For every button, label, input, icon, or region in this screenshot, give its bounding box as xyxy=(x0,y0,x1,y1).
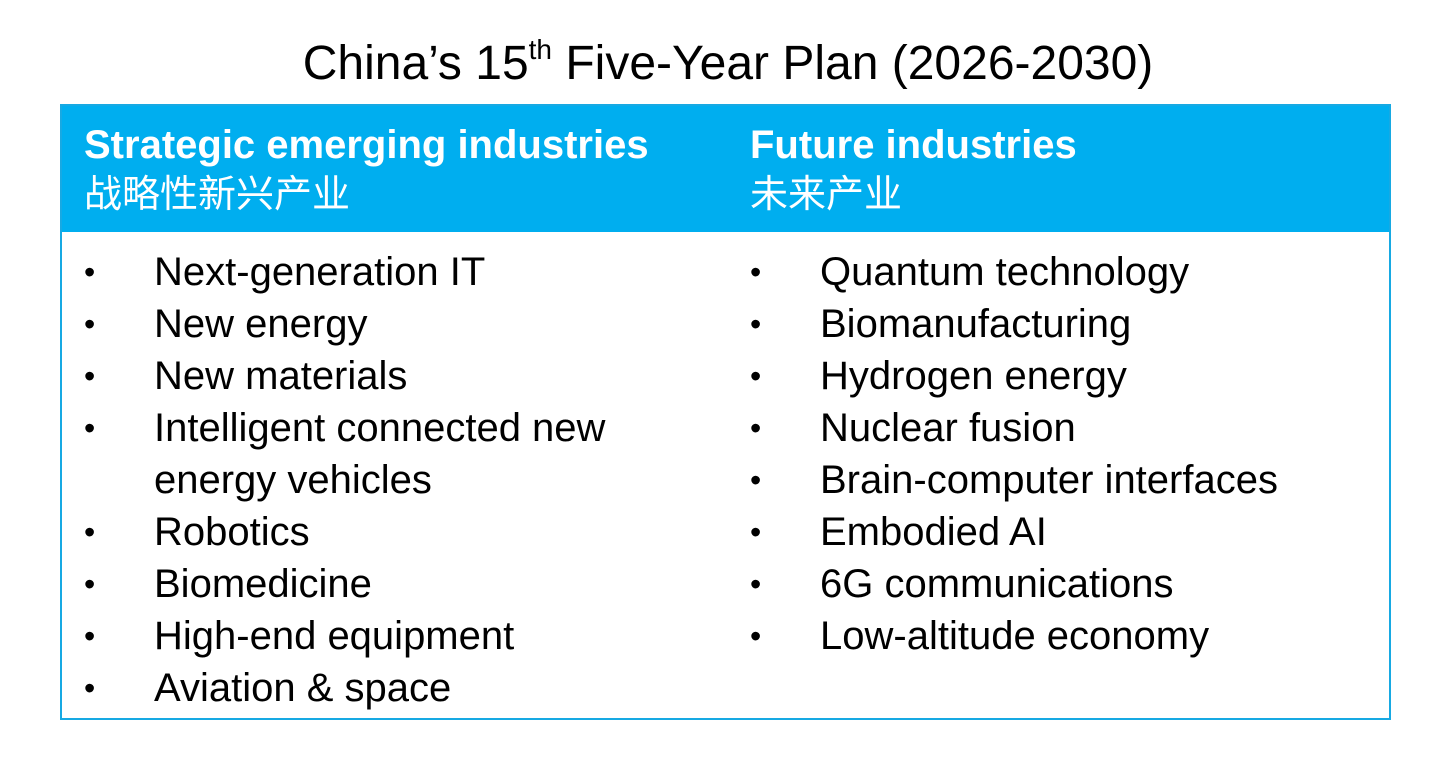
list-item: • Embodied AI xyxy=(750,506,1370,558)
bullet-icon: • xyxy=(84,670,96,706)
list-item-text: 6G communications xyxy=(820,562,1174,606)
header-strategic-emerging: Strategic emerging industries 战略性新兴产业 xyxy=(84,122,649,220)
bullet-icon: • xyxy=(84,618,96,654)
header-future: Future industries 未来产业 xyxy=(750,122,1077,220)
header-left-english: Strategic emerging industries xyxy=(84,123,649,167)
title-superscript: th xyxy=(528,34,553,65)
bullet-icon: • xyxy=(750,566,762,602)
bullet-icon: • xyxy=(750,306,762,342)
list-item: • Aviation & space xyxy=(84,662,724,714)
title-prefix: China’s 15 xyxy=(302,37,529,90)
bullet-icon: • xyxy=(750,462,762,498)
industries-table: Strategic emerging industries 战略性新兴产业 Fu… xyxy=(60,104,1391,720)
list-item: • Low-altitude economy xyxy=(750,610,1370,662)
list-item-text: Intelligent connected new energy vehicle… xyxy=(154,406,606,502)
list-item-text: High-end equipment xyxy=(154,614,515,658)
list-item-text: Next-generation IT xyxy=(154,250,486,294)
list-item-text: Brain-computer interfaces xyxy=(820,458,1278,502)
bullet-icon: • xyxy=(84,306,96,342)
list-item: • Hydrogen energy xyxy=(750,350,1370,402)
list-item-text: Biomanufacturing xyxy=(820,302,1132,346)
title-suffix: Five-Year Plan (2026-2030) xyxy=(552,37,1154,90)
list-item-text: Hydrogen energy xyxy=(820,354,1127,398)
header-right-english: Future industries xyxy=(750,123,1077,167)
bullet-icon: • xyxy=(750,358,762,394)
bullet-icon: • xyxy=(750,254,762,290)
list-item-text: Low-altitude economy xyxy=(820,614,1210,658)
list-item-text: Nuclear fusion xyxy=(820,406,1076,450)
bullet-icon: • xyxy=(84,566,96,602)
list-item-text: Quantum technology xyxy=(820,250,1190,294)
bullet-icon: • xyxy=(84,514,96,550)
list-item: • Nuclear fusion xyxy=(750,402,1370,454)
list-item: • Robotics xyxy=(84,506,724,558)
list-item-text: Biomedicine xyxy=(154,562,372,606)
list-item: • High-end equipment xyxy=(84,610,724,662)
header-left-chinese: 战略性新兴产业 xyxy=(84,172,351,216)
bullet-icon: • xyxy=(750,514,762,550)
bullet-icon: • xyxy=(84,358,96,394)
table-header: Strategic emerging industries 战略性新兴产业 Fu… xyxy=(62,106,1389,232)
list-item: • 6G communications xyxy=(750,558,1370,610)
list-item: • Biomanufacturing xyxy=(750,298,1370,350)
page-title: China’s 15th Five-Year Plan (2026-2030) xyxy=(0,32,1456,102)
list-item: • New materials xyxy=(84,350,724,402)
list-item: • Quantum technology xyxy=(750,246,1370,298)
bullet-icon: • xyxy=(84,254,96,290)
list-item-text: Aviation & space xyxy=(154,666,452,710)
bullet-icon: • xyxy=(750,410,762,446)
list-item: • New energy xyxy=(84,298,724,350)
list-item: • Biomedicine xyxy=(84,558,724,610)
bullet-icon: • xyxy=(84,410,96,446)
list-item-text: Embodied AI xyxy=(820,510,1047,554)
bullet-icon: • xyxy=(750,618,762,654)
list-item: • Next-generation IT xyxy=(84,246,724,298)
future-industries-list: • Quantum technology • Biomanufacturing • H… xyxy=(750,246,1370,662)
list-item-text: New materials xyxy=(154,354,408,398)
list-item: • Intelligent connected new energy vehicl… xyxy=(84,402,724,506)
list-item: • Brain-computer interfaces xyxy=(750,454,1370,506)
list-item-text: Robotics xyxy=(154,510,310,554)
header-right-chinese: 未来产业 xyxy=(750,172,903,216)
list-item-text: New energy xyxy=(154,302,368,346)
strategic-emerging-list: • Next-generation IT • New energy • New mat… xyxy=(84,246,724,714)
